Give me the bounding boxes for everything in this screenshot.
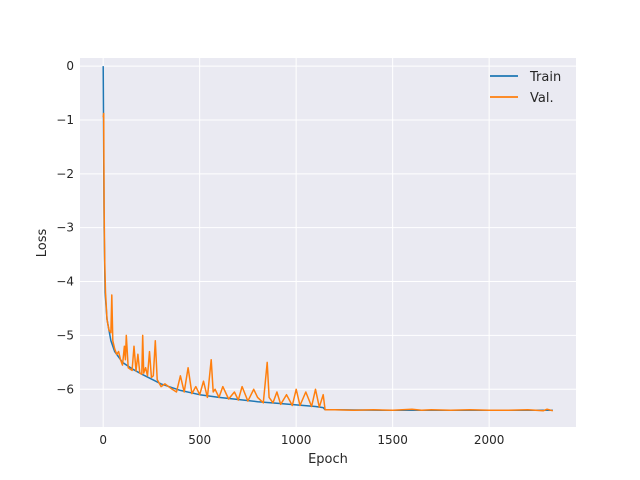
y-tick-label: −1 [56,113,74,127]
legend-label: Val. [530,91,554,106]
x-axis-label: Epoch [308,452,348,467]
x-tick-label: 1500 [377,433,408,447]
legend: Train Val. [490,70,561,106]
x-tick-labels: 0 500 1000 1500 2000 [99,433,504,447]
x-tick-label: 0 [99,433,107,447]
y-gridlines [80,65,576,390]
y-tick-label: −3 [56,221,74,235]
y-tick-labels: 0 −1 −2 −3 −4 −5 −6 [56,59,74,396]
plot-background [80,58,576,427]
y-tick-label: 0 [66,59,74,73]
y-tick-label: −6 [56,382,74,396]
x-tick-label: 500 [188,433,211,447]
legend-label: Train [529,70,561,85]
x-tick-label: 1000 [281,433,312,447]
x-tick-label: 2000 [474,433,505,447]
y-tick-label: −2 [56,167,74,181]
series-layer [102,66,554,412]
y-axis-label: Loss [35,229,50,258]
y-tick-label: −5 [56,328,74,342]
y-tick-label: −4 [56,275,74,289]
series-line-val [102,112,554,412]
